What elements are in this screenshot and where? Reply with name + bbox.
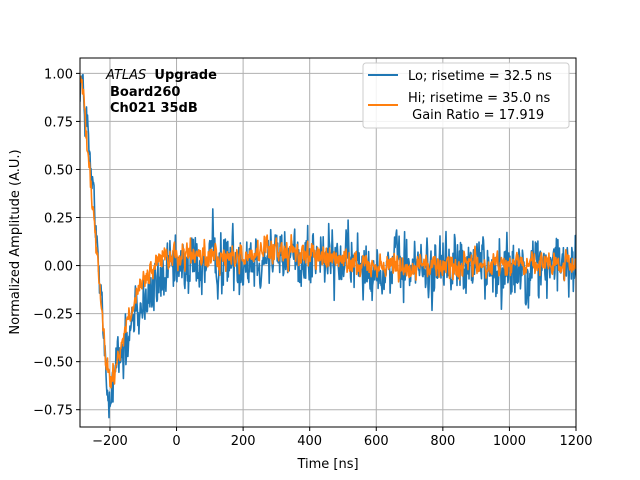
y-tick-label: 1.00: [44, 67, 73, 82]
x-tick-label: −200: [92, 434, 128, 449]
legend-box: [362, 62, 570, 129]
x-tick-label: 600: [364, 434, 389, 449]
x-tick-label: 200: [231, 434, 256, 449]
y-axis-label: Normalized Amplitude (A.U.): [8, 149, 23, 334]
y-tick-label: 0.75: [44, 115, 73, 130]
x-tick-label: 1200: [559, 434, 592, 449]
legend-label-hi: Hi; risetime = 35.0 ns: [408, 91, 550, 106]
ticks: −200 0 200 400 600 800 1000 1200 −0.75 −0.50 −0.25…: [33, 67, 592, 449]
y-tick-label: −0.75: [33, 404, 73, 419]
x-tick-label: 1000: [493, 434, 526, 449]
svg-text:ATLAS Upgrade: ATLAS Upgrade: [105, 68, 217, 83]
series-line-lo: [80, 73, 576, 419]
series-layer: [80, 73, 576, 419]
annotation-status: Upgrade: [154, 68, 217, 83]
x-tick-label: 400: [297, 434, 322, 449]
legend-label-lo: Lo; risetime = 32.5 ns: [408, 69, 552, 84]
legend-label-gain: Gain Ratio = 17.919: [408, 108, 544, 123]
y-tick-label: 0.50: [44, 163, 73, 178]
series-line-hi: [80, 75, 576, 389]
atlas-annotation: ATLAS Upgrade Board260 Ch021 35dB: [105, 68, 217, 116]
annotation-channel: Ch021 35dB: [110, 101, 198, 116]
x-axis-label: Time [ns]: [296, 457, 358, 472]
x-tick-label: 800: [430, 434, 455, 449]
y-tick-label: 0.00: [44, 260, 73, 275]
annotation-board: Board260: [110, 85, 180, 100]
plot-area: [80, 73, 576, 419]
plot-frame: [79, 57, 577, 428]
y-tick-label: −0.50: [33, 356, 73, 371]
y-tick-label: −0.25: [33, 308, 73, 323]
y-tick-label: 0.25: [44, 212, 73, 227]
legend: Lo; risetime = 32.5 ns Hi; risetime = 35…: [362, 62, 570, 129]
annotation-experiment: ATLAS: [105, 68, 146, 83]
x-tick-label: 0: [172, 434, 180, 449]
